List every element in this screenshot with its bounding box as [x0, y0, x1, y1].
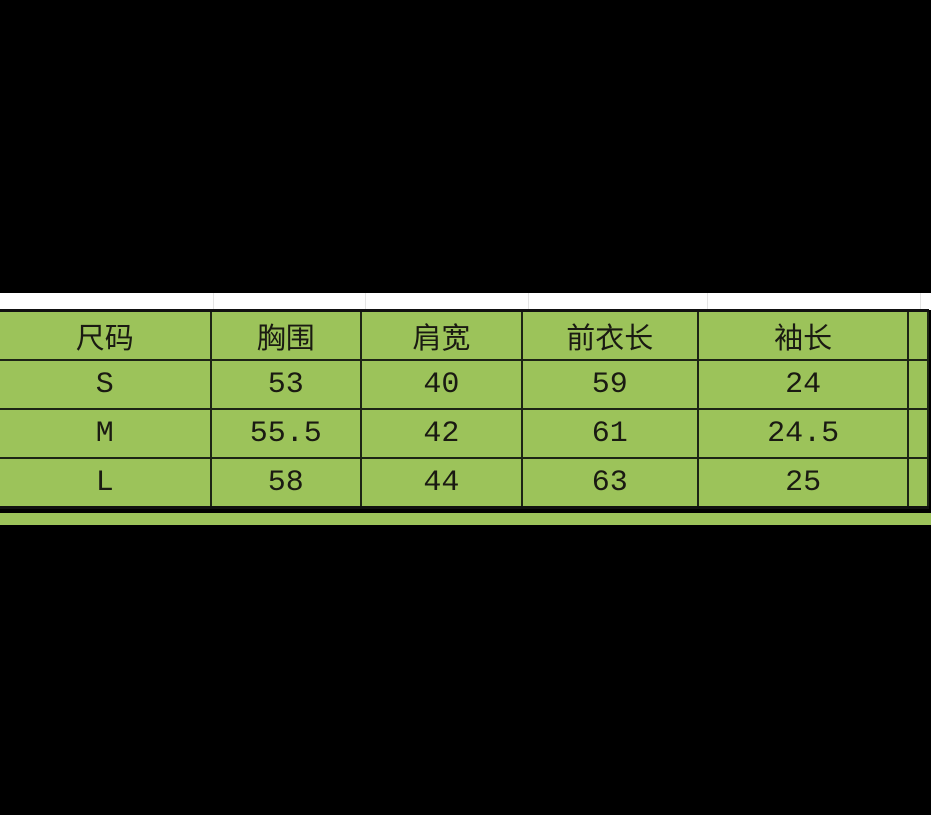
empty-cell: [907, 309, 929, 361]
cell-sleeve: 25: [696, 457, 910, 509]
header-sleeve: 袖长: [696, 309, 910, 361]
cell-size: S: [0, 359, 212, 410]
cell-chest: 58: [209, 457, 363, 509]
spreadsheet-bottom-strip: [0, 513, 931, 525]
empty-cell: [907, 457, 929, 509]
cell-shoulder: 42: [360, 408, 523, 459]
cell-sleeve: 24: [696, 359, 910, 410]
empty-cell: [907, 408, 929, 459]
cell-sleeve: 24.5: [696, 408, 910, 459]
cell-front-length: 61: [520, 408, 699, 459]
table-row: L 58 44 63 25: [0, 457, 929, 509]
cell-size: M: [0, 408, 212, 459]
cell-chest: 53: [209, 359, 363, 410]
header-front-length: 前衣长: [520, 309, 699, 361]
empty-cell: [907, 359, 929, 410]
header-row: 尺码 胸围 肩宽 前衣长 袖长: [0, 309, 929, 361]
spreadsheet-top-strip: [0, 293, 931, 310]
cell-shoulder: 40: [360, 359, 523, 410]
cell-front-length: 59: [520, 359, 699, 410]
cell-size: L: [0, 457, 212, 509]
cell-shoulder: 44: [360, 457, 523, 509]
cell-front-length: 63: [520, 457, 699, 509]
header-shoulder: 肩宽: [360, 309, 523, 361]
table-row: S 53 40 59 24: [0, 359, 929, 410]
header-size: 尺码: [0, 309, 212, 361]
cell-chest: 55.5: [209, 408, 363, 459]
header-chest: 胸围: [209, 309, 363, 361]
table-row: M 55.5 42 61 24.5: [0, 408, 929, 459]
size-chart-table: 尺码 胸围 肩宽 前衣长 袖长 S 53 40 59 24 M 55.5 42 …: [0, 309, 929, 509]
